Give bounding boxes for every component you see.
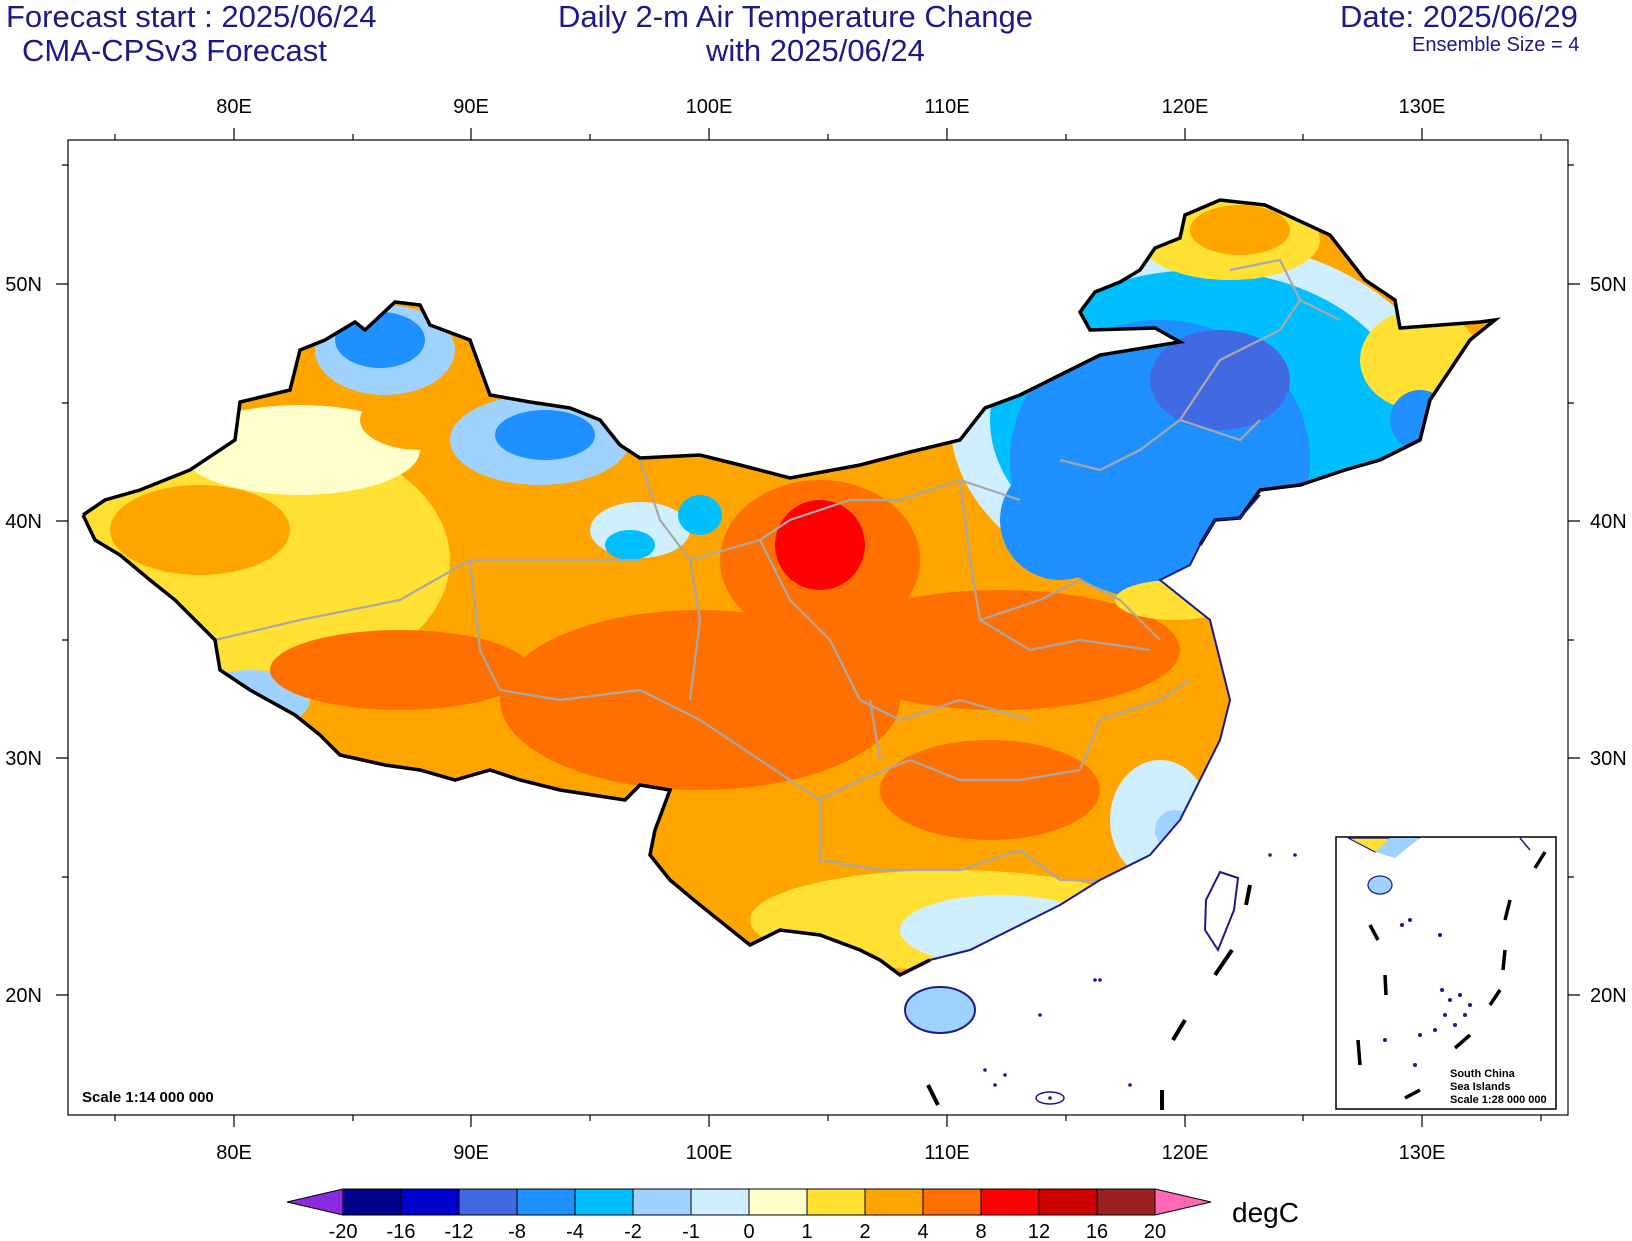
- colorbar-label: 4: [917, 1221, 928, 1241]
- province-boundaries: [214, 258, 1341, 882]
- lat-label-left-30n: 30N: [5, 748, 42, 770]
- map-title-line1: Daily 2-m Air Temperature Change: [558, 0, 1033, 34]
- lon-label-bottom-100e: 100E: [686, 1142, 733, 1164]
- lon-label-top-130e: 130E: [1399, 96, 1446, 118]
- colorbar-swatch: [342, 1188, 402, 1216]
- colorbar-swatch: [690, 1188, 750, 1216]
- colorbar-labels: -20 -16 -12 -8 -4 -2 -1 0 1 2 4 8 12 16 20: [329, 1221, 1167, 1241]
- colorbar-arrow-high: [1154, 1188, 1212, 1216]
- model-name-text: CMA-CPSv3 Forecast: [22, 33, 327, 68]
- colorbar-label: 20: [1144, 1221, 1166, 1241]
- lat-label-right-30n: 30N: [1590, 748, 1627, 770]
- colorbar-label: -2: [624, 1221, 642, 1241]
- colorbar-label: 0: [743, 1221, 754, 1241]
- inset-frame: [1335, 836, 1557, 1110]
- colorbar-label: -12: [445, 1221, 474, 1241]
- colorbar-label: 1: [801, 1221, 812, 1241]
- lon-label-bottom-90e: 90E: [453, 1142, 489, 1164]
- lon-label-top-90e: 90E: [453, 96, 489, 118]
- inset-label-line1: South China: [1450, 1068, 1516, 1080]
- bohai-coast: [1199, 494, 1261, 546]
- colorbar-label: 8: [975, 1221, 986, 1241]
- axis-ticks: [56, 128, 1580, 1127]
- colorbar-label: 12: [1028, 1221, 1050, 1241]
- lat-label-right-50n: 50N: [1590, 274, 1627, 296]
- lat-label-right-20n: 20N: [1590, 985, 1627, 1007]
- colorbar-label: -4: [566, 1221, 584, 1241]
- colorbar-label: -8: [508, 1221, 526, 1241]
- colorbar: [286, 1188, 1212, 1216]
- colorbar-swatch: [1038, 1188, 1098, 1216]
- forecast-start-text: Forecast start : 2025/06/24: [6, 0, 377, 34]
- national-border: [81, 198, 1502, 978]
- lon-label-top-110e: 110E: [924, 96, 969, 118]
- map-title-line2: with 2025/06/24: [706, 33, 925, 68]
- valid-date-text: Date: 2025/06/29: [1340, 0, 1578, 34]
- colorbar-arrow-low: [286, 1188, 344, 1216]
- reef: [1035, 1091, 1065, 1105]
- colorbar-swatch: [864, 1188, 924, 1216]
- colorbar-swatch: [1096, 1188, 1156, 1216]
- colorbar-swatch: [748, 1188, 808, 1216]
- colorbar-label: 16: [1086, 1221, 1108, 1241]
- lat-label-left-20n: 20N: [5, 985, 42, 1007]
- lat-label-left-50n: 50N: [5, 274, 42, 296]
- colorbar-swatch: [516, 1188, 576, 1216]
- colorbar-swatch: [922, 1188, 982, 1216]
- lat-label-left-40n: 40N: [5, 511, 42, 533]
- colorbar-swatch: [458, 1188, 518, 1216]
- colorbar-label: -20: [329, 1221, 358, 1241]
- inset-label-line2: Sea Islands: [1450, 1081, 1511, 1093]
- colorbar-swatch: [400, 1188, 460, 1216]
- colorbar-swatch: [806, 1188, 866, 1216]
- colorbar-swatch: [980, 1188, 1040, 1216]
- lon-label-top-100e: 100E: [686, 96, 733, 118]
- colorbar-label: 2: [859, 1221, 870, 1241]
- hainan-island: [904, 986, 976, 1034]
- coastline: [929, 544, 1232, 961]
- inset-map: [1347, 837, 1547, 1100]
- small-islands: [983, 853, 1297, 1100]
- lon-label-bottom-110e: 110E: [924, 1142, 969, 1164]
- map-scale-label: Scale 1:14 000 000: [82, 1089, 214, 1106]
- colorbar-unit-label: degC: [1232, 1197, 1299, 1228]
- lon-label-top-80e: 80E: [216, 96, 252, 118]
- lon-label-bottom-80e: 80E: [216, 1142, 252, 1164]
- colorbar-label: -16: [387, 1221, 416, 1241]
- colorbar-swatch: [574, 1188, 634, 1216]
- taiwan-island: [1203, 870, 1240, 953]
- inset-label-line3: Scale 1:28 000 000: [1450, 1094, 1547, 1106]
- colorbar-swatch: [632, 1188, 692, 1216]
- nine-dash-line: [926, 884, 1252, 1110]
- colorbar-label: -1: [682, 1221, 700, 1241]
- lon-label-top-120e: 120E: [1162, 96, 1209, 118]
- ensemble-size-text: Ensemble Size = 4: [1412, 34, 1580, 56]
- lat-label-right-40n: 40N: [1590, 511, 1627, 533]
- lon-label-bottom-120e: 120E: [1162, 1142, 1209, 1164]
- lon-label-bottom-130e: 130E: [1399, 1142, 1446, 1164]
